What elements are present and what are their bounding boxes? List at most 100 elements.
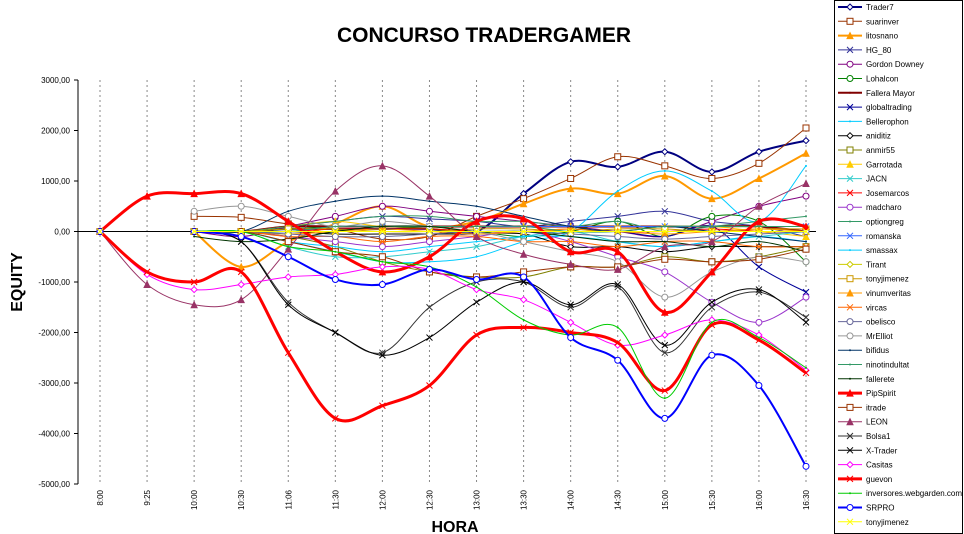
marker: [519, 214, 528, 223]
marker: [755, 286, 763, 293]
marker: [708, 321, 716, 329]
marker: [520, 238, 528, 246]
marker: [426, 228, 433, 235]
marker: [379, 238, 386, 245]
marker: [425, 238, 433, 246]
marker: [522, 235, 525, 238]
marker: [334, 250, 337, 253]
marker: [428, 200, 431, 203]
marker: [849, 120, 851, 123]
series-line: [194, 231, 807, 354]
marker: [757, 240, 760, 243]
marker: [849, 349, 851, 352]
marker: [846, 403, 854, 411]
marker: [381, 225, 384, 228]
marker: [428, 260, 431, 263]
legend-label: HG_80: [866, 46, 892, 55]
series-line: [99, 189, 807, 314]
x-tick-label: 11:30: [331, 489, 340, 509]
y-tick-label: 1000,00: [41, 177, 70, 186]
marker: [802, 462, 810, 470]
marker: [520, 273, 528, 281]
marker: [660, 308, 669, 316]
y-tick-label: 3000,00: [41, 76, 70, 85]
x-tick-label: 16:00: [755, 489, 764, 510]
marker: [708, 194, 716, 203]
marker: [426, 334, 433, 341]
legend-label: Fallera Mayor: [866, 89, 915, 98]
y-tick-label: 2000,00: [41, 127, 70, 136]
marker: [660, 171, 669, 180]
legend-label: anmir55: [866, 146, 895, 155]
marker: [661, 387, 669, 394]
marker: [802, 258, 810, 266]
x-tick-label: 14:00: [567, 489, 576, 510]
marker: [614, 243, 622, 251]
series: [96, 228, 810, 235]
marker: [378, 253, 386, 261]
marker: [331, 233, 339, 241]
chart-title: CONCURSO TRADERGAMER: [337, 24, 631, 47]
marker: [425, 192, 434, 200]
x-tick-label: 12:00: [378, 489, 387, 510]
marker: [849, 91, 851, 94]
marker: [287, 245, 290, 248]
marker: [660, 242, 669, 251]
marker: [708, 298, 716, 306]
marker: [849, 363, 851, 366]
legend-label: smassax: [866, 246, 898, 255]
legend-label: itrade: [866, 403, 887, 412]
marker: [614, 153, 622, 161]
marker: [334, 245, 337, 248]
legend-label: Trader7: [866, 3, 894, 12]
marker: [849, 249, 851, 252]
marker: [661, 331, 669, 339]
marker: [846, 417, 854, 426]
marker: [566, 158, 575, 166]
legend-label: LEON: [866, 418, 888, 427]
marker: [846, 17, 854, 25]
marker: [710, 190, 713, 193]
x-tick-label: 14:30: [614, 489, 623, 510]
marker: [522, 225, 525, 228]
marker: [616, 220, 619, 223]
marker: [475, 286, 478, 289]
legend-box: [834, 0, 963, 534]
marker: [663, 240, 666, 243]
marker: [287, 210, 290, 213]
marker: [143, 268, 151, 276]
legend-label: vinumveritas: [866, 289, 911, 298]
marker: [846, 203, 854, 211]
legend-label: tonyjimenez: [866, 275, 909, 284]
marker: [428, 245, 431, 248]
marker: [237, 228, 245, 235]
marker: [566, 318, 575, 327]
marker: [846, 303, 854, 311]
marker: [846, 31, 854, 40]
legend-label: guevon: [866, 475, 892, 484]
marker: [143, 280, 151, 289]
marker: [661, 148, 669, 156]
legend-label: SRPRO: [866, 504, 894, 513]
marker: [846, 103, 854, 111]
series: [96, 228, 810, 470]
marker: [284, 245, 293, 253]
marker: [567, 238, 575, 245]
series-line: [99, 230, 807, 423]
marker: [378, 243, 386, 251]
marker: [757, 336, 760, 339]
legend-label: globaltrading: [866, 103, 912, 112]
marker: [846, 189, 854, 197]
marker: [190, 228, 198, 235]
x-tick-label: 8:00: [96, 489, 105, 505]
marker: [757, 235, 760, 238]
marker: [567, 301, 575, 309]
marker: [473, 243, 480, 251]
x-tick-label: 9:25: [143, 489, 152, 505]
marker: [802, 192, 810, 200]
marker: [520, 324, 527, 331]
marker: [708, 351, 716, 359]
marker: [846, 131, 854, 140]
marker: [613, 265, 622, 273]
marker: [567, 303, 575, 311]
